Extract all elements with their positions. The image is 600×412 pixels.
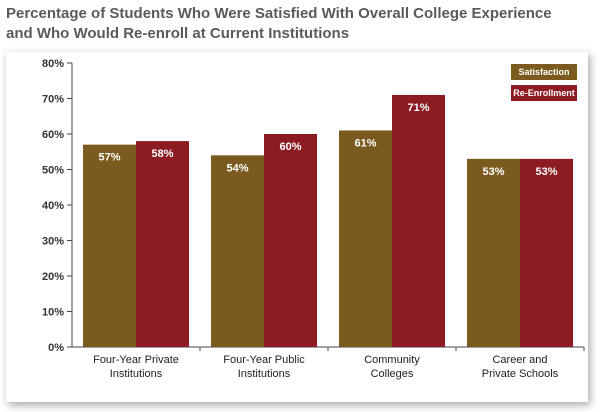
legend-swatch-satisfaction [511, 64, 577, 80]
y-tick-label: 70% [42, 94, 64, 106]
data-label: 53% [535, 166, 557, 178]
legend-label: Re-Enrollment [513, 88, 575, 98]
bar-satisfaction [467, 158, 520, 347]
y-tick-label: 80% [42, 58, 64, 70]
x-category-label: Four-Year Public [223, 354, 305, 366]
y-tick-label: 20% [42, 271, 64, 283]
y-tick-label: 30% [42, 236, 64, 248]
bar-re-enrollment [392, 94, 445, 347]
x-category-label: Four-Year Private [93, 354, 179, 366]
bar-satisfaction [83, 144, 136, 347]
x-category-label: Private Schools [482, 368, 559, 380]
data-label: 57% [98, 152, 120, 164]
data-label: 54% [226, 162, 248, 174]
bar-satisfaction [211, 155, 264, 347]
x-category-label: Institutions [110, 368, 163, 380]
data-label: 60% [279, 141, 301, 153]
x-category-label: Community [364, 354, 420, 366]
bar-re-enrollment [136, 141, 189, 347]
legend-swatch-re-enrollment [511, 85, 577, 101]
chart-title-line-1: Percentage of Students Who Were Satisfie… [6, 5, 552, 22]
x-category-label: Career and [492, 354, 547, 366]
bar-re-enrollment [264, 134, 317, 347]
x-category-label: Institutions [238, 368, 291, 380]
data-label: 58% [151, 148, 173, 160]
y-tick-label: 10% [42, 307, 64, 319]
y-tick-label: 60% [42, 129, 64, 141]
chart-title-line-2: and Who Would Re-enroll at Current Insti… [6, 25, 350, 42]
legend-label: Satisfaction [518, 67, 569, 77]
data-label: 53% [482, 166, 504, 178]
chart-title: Percentage of Students Who Were Satisfie… [6, 4, 596, 44]
y-tick-label: 40% [42, 200, 64, 212]
bar-satisfaction [339, 130, 392, 347]
x-category-label: Colleges [371, 368, 414, 380]
bar-re-enrollment [520, 158, 573, 347]
y-tick-label: 0% [48, 342, 64, 354]
y-tick-label: 50% [42, 165, 64, 177]
data-label: 61% [354, 137, 376, 149]
data-label: 71% [407, 102, 429, 114]
